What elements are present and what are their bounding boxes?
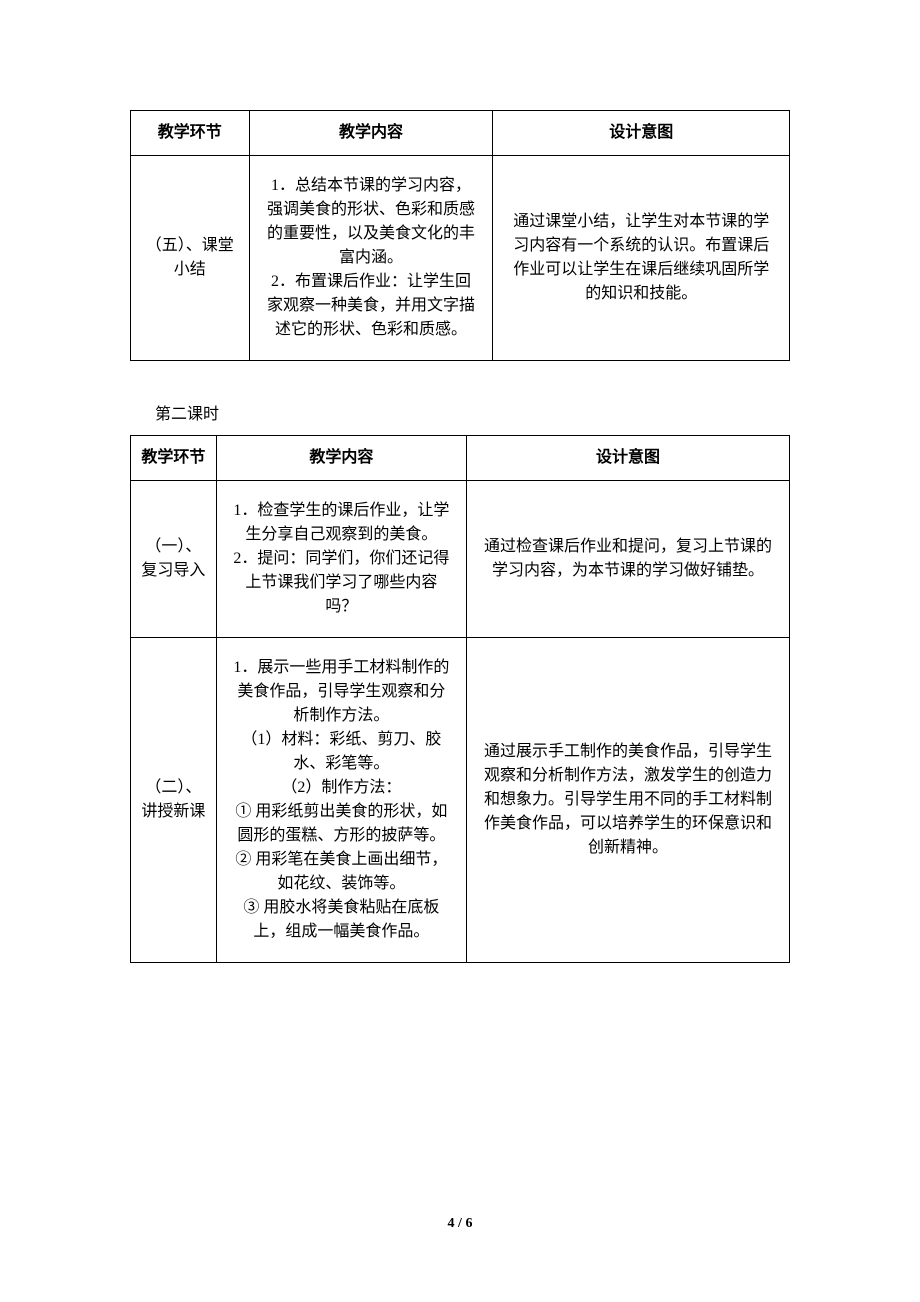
section-cell: （一）、复习导入 — [131, 481, 217, 638]
content-cell: 1．总结本节课的学习内容，强调美食的形状、色彩和质感的重要性，以及美食文化的丰富… — [249, 156, 493, 361]
page-separator: / — [455, 1216, 466, 1231]
table-row: （一）、复习导入 1．检查学生的课后作业，让学生分享自己观察到的美食。 2．提问… — [131, 481, 790, 638]
page-total: 6 — [465, 1216, 472, 1231]
purpose-cell: 通过检查课后作业和提问，复习上节课的学习内容，为本节课的学习做好铺垫。 — [467, 481, 790, 638]
page-current: 4 — [448, 1216, 455, 1231]
section-break-title: 第二课时 — [130, 403, 790, 427]
table-header-row: 教学环节 教学内容 设计意图 — [131, 436, 790, 481]
header-section: 教学环节 — [131, 436, 217, 481]
header-section: 教学环节 — [131, 111, 250, 156]
content-cell: 1．展示一些用手工材料制作的美食作品，引导学生观察和分析制作方法。 （1）材料：… — [216, 638, 466, 963]
section-cell: （五）、课堂小结 — [131, 156, 250, 361]
section-cell: （二）、讲授新课 — [131, 638, 217, 963]
page-number: 4 / 6 — [0, 1213, 920, 1234]
header-content: 教学内容 — [249, 111, 493, 156]
header-purpose: 设计意图 — [467, 436, 790, 481]
table-row: （五）、课堂小结 1．总结本节课的学习内容，强调美食的形状、色彩和质感的重要性，… — [131, 156, 790, 361]
content-cell: 1．检查学生的课后作业，让学生分享自己观察到的美食。 2．提问：同学们，你们还记… — [216, 481, 466, 638]
purpose-cell: 通过课堂小结，让学生对本节课的学习内容有一个系统的认识。布置课后作业可以让学生在… — [493, 156, 790, 361]
lesson-table-2: 教学环节 教学内容 设计意图 （一）、复习导入 1．检查学生的课后作业，让学生分… — [130, 435, 790, 963]
table-header-row: 教学环节 教学内容 设计意图 — [131, 111, 790, 156]
purpose-cell: 通过展示手工制作的美食作品，引导学生观察和分析制作方法，激发学生的创造力和想象力… — [467, 638, 790, 963]
lesson-table-1: 教学环节 教学内容 设计意图 （五）、课堂小结 1．总结本节课的学习内容，强调美… — [130, 110, 790, 361]
header-purpose: 设计意图 — [493, 111, 790, 156]
table-row: （二）、讲授新课 1．展示一些用手工材料制作的美食作品，引导学生观察和分析制作方… — [131, 638, 790, 963]
header-content: 教学内容 — [216, 436, 466, 481]
